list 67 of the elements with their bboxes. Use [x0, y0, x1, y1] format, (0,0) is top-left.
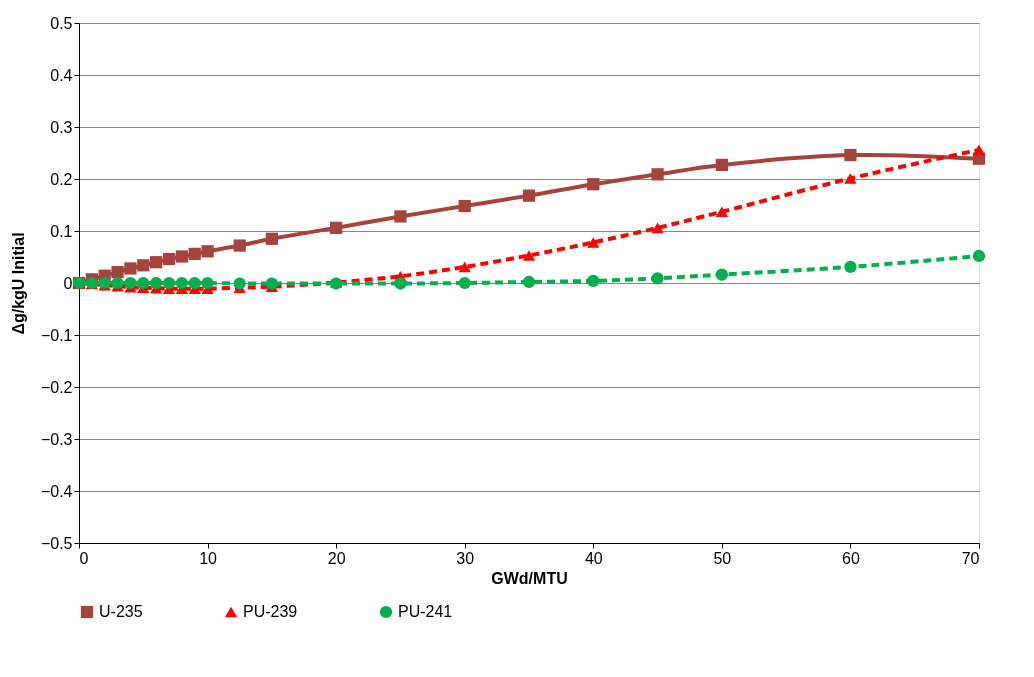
point	[201, 245, 214, 258]
point	[162, 252, 176, 266]
legend-label: U-235	[99, 603, 143, 620]
x-tick-label: 60	[842, 549, 860, 567]
point	[137, 259, 150, 272]
point	[715, 206, 728, 218]
point	[394, 277, 407, 290]
point	[233, 277, 246, 290]
point	[458, 276, 471, 290]
point	[188, 276, 201, 290]
y-tick-label: 0	[63, 274, 73, 292]
point	[715, 158, 728, 172]
y-tick-label: 0.5	[50, 14, 73, 32]
x-tick-label: 70	[961, 549, 980, 567]
point	[265, 277, 278, 290]
x-tick-label: 50	[713, 549, 732, 567]
x-tick-label: 10	[199, 549, 218, 567]
point	[124, 262, 137, 275]
point	[844, 173, 857, 184]
point	[201, 276, 214, 290]
y-tick-label: 0.3	[50, 118, 73, 136]
point	[188, 247, 201, 260]
point	[458, 261, 471, 273]
legend-label: PU-241	[398, 603, 453, 620]
point	[394, 210, 407, 223]
point	[150, 256, 163, 269]
point	[972, 144, 986, 156]
y-tick-label: 0.1	[50, 222, 73, 240]
point	[972, 249, 986, 263]
legend-label: PU-239	[243, 603, 298, 620]
point	[522, 189, 536, 202]
point	[265, 232, 278, 245]
point	[651, 272, 664, 285]
point	[522, 275, 536, 289]
y-tick-label: −0.1	[40, 326, 73, 344]
x-tick-label: 0	[79, 549, 89, 567]
x-tick-label: 40	[584, 549, 603, 567]
point	[651, 222, 664, 234]
point	[651, 168, 664, 181]
point	[175, 250, 188, 263]
point	[715, 268, 728, 281]
x-tick-label: 20	[327, 549, 346, 567]
point	[137, 276, 150, 290]
point	[111, 276, 124, 290]
x-axis-title: GWd/MTU	[491, 569, 568, 587]
x-tick-label: 30	[456, 549, 475, 567]
point	[587, 178, 600, 191]
y-tick-label: 0.4	[50, 66, 73, 84]
y-tick-label: −0.2	[40, 378, 73, 396]
y-tick-label: −0.3	[40, 430, 73, 448]
point	[150, 276, 163, 290]
point	[175, 276, 188, 290]
point	[124, 276, 137, 290]
y-tick-label: −0.4	[40, 482, 73, 500]
point	[587, 237, 600, 248]
point	[587, 274, 600, 288]
point	[844, 148, 857, 162]
point	[330, 221, 343, 234]
y-tick-label: −0.5	[40, 534, 73, 552]
y-axis-title: Δg/kgU Initial	[9, 232, 27, 335]
point	[233, 239, 246, 252]
point	[522, 250, 536, 261]
point	[162, 276, 176, 290]
point	[458, 199, 471, 213]
point	[111, 265, 124, 279]
y-tick-label: 0.2	[50, 170, 73, 188]
point	[844, 260, 857, 273]
